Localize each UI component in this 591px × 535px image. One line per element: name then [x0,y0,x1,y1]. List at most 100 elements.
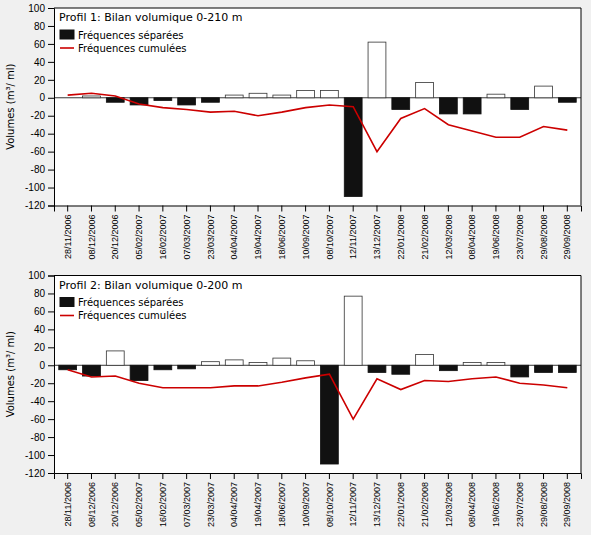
x-tick: 16/02/2007 [158,206,168,260]
line [68,370,568,419]
x-tick-mark [281,473,282,479]
legend-label: Fréquences séparées [78,297,184,308]
x-tick-mark [495,206,496,212]
bar [392,98,410,110]
x-tick-label: 08/10/2007 [325,215,335,260]
y-tick-mark [48,473,54,474]
bar [368,365,386,372]
legend-item: Fréquences cumulées [60,310,187,321]
x-tick-label: 18/06/2007 [277,215,287,260]
y-tick-mark [48,170,54,171]
x-tick-mark [353,473,354,479]
legend: Fréquences séparées Fréquences cumulées [60,297,187,321]
x-tick-mark [234,206,235,212]
x-tick-label: 08/12/2006 [87,215,97,260]
x-tick-mark [329,473,330,479]
x-tick-mark [448,206,449,212]
y-axis-line [48,9,55,207]
bar [225,95,243,98]
legend-item: Fréquences cumulées [60,43,187,54]
bar [249,363,267,366]
x-tick-label: 07/03/2007 [182,215,192,260]
x-tick-mark [210,206,211,212]
y-tick-mark [48,293,54,294]
x-tick: 08/04/2008 [467,473,477,527]
x-axis-line [55,206,582,212]
y-tick-label: 40 [34,324,46,335]
y-tick-label: 20 [34,75,46,86]
y-tick-label: 20 [34,342,46,353]
x-tick-label: 08/10/2007 [325,482,335,527]
bar [273,358,291,365]
bar [59,365,77,369]
bar [344,296,362,365]
y-tick: -60 [31,414,54,425]
x-tick-label: 23/07/2008 [515,215,525,260]
bar-series [83,42,577,196]
y-tick: 0 [39,360,54,371]
x-tick-mark [115,473,116,479]
y-tick-label: -60 [31,414,46,425]
y-tick-mark [48,188,54,189]
x-tick-label: 07/03/2007 [182,482,192,527]
x-tick: 18/06/2007 [277,206,287,260]
bar [535,365,553,372]
y-tick-mark [48,401,54,402]
bar [558,98,576,102]
x-tick-mark [472,473,473,479]
y-tick: -80 [31,432,54,443]
x-tick: 13/12/2007 [372,206,382,260]
y-tick: 80 [34,288,54,299]
y-tick: 0 [39,92,54,103]
x-tick: 12/11/2007 [348,473,358,526]
x-tick-label: 23/07/2008 [515,482,525,527]
x-tick: 12/11/2007 [348,206,358,259]
bar [439,365,457,370]
y-tick: 40 [34,324,54,335]
y-tick-mark [48,455,54,456]
plot-frame-right [581,276,582,474]
x-tick-label: 21/02/2008 [420,215,430,260]
line [68,93,568,151]
x-tick: 19/04/2007 [253,206,263,260]
x-tick-label: 19/04/2007 [253,215,263,260]
x-tick: 19/06/2008 [491,473,501,527]
x-tick: 08/10/2007 [325,206,335,260]
x-tick-label: 19/06/2008 [491,215,501,260]
x-tick: 22/01/2008 [396,473,406,527]
y-tick: -80 [31,164,54,175]
x-tick-mark [448,473,449,479]
x-tick-mark [139,473,140,479]
legend-swatch [60,298,74,307]
x-tick: 23/03/2007 [206,206,216,260]
y-tick-mark [48,62,54,63]
y-tick-label: 0 [39,92,45,103]
x-tick-label: 13/12/2007 [372,482,382,527]
panel: -120-100-80-60-40-2002040608010028/11/20… [5,270,582,527]
x-tick: 10/09/2007 [301,473,311,527]
bar [202,362,220,366]
x-tick: 29/09/2008 [562,473,572,527]
x-tick-mark [519,206,520,212]
x-tick: 19/04/2007 [253,473,263,527]
x-tick: 10/09/2007 [301,206,311,260]
chart-root: -120-100-80-60-40-2002040608010028/11/20… [0,0,591,535]
y-tick: 20 [34,75,54,86]
bar [154,98,172,101]
bar [368,42,386,98]
x-tick: 29/08/2008 [539,206,549,260]
data-marks [54,296,581,464]
y-tick-mark [48,276,54,277]
bar [320,365,338,464]
legend: Fréquences séparéesFréquences cumulées [60,30,187,54]
plot-frame-right [581,8,582,206]
y-tick-mark [48,437,54,438]
y-tick-mark [48,206,54,207]
bar [106,351,124,365]
x-tick: 23/03/2007 [206,473,216,527]
x-tick-label: 12/03/2008 [444,215,454,260]
x-tick-label: 13/12/2007 [372,215,382,260]
y-tick-label: 60 [34,306,46,317]
y-axis: -120-100-80-60-40-20020406080100 [25,270,55,479]
x-tick-mark [400,473,401,479]
